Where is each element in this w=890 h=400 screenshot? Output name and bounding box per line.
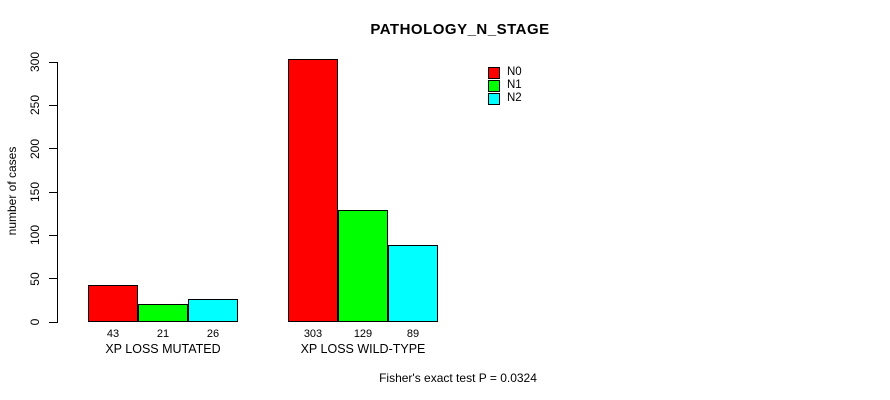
bar-n2-group1 <box>188 299 238 322</box>
y-tick <box>49 61 57 63</box>
legend-swatch-n0 <box>488 66 500 79</box>
legend: N0 N1 N2 <box>488 66 522 105</box>
bar-n0-group2 <box>288 59 338 322</box>
stats-caption: Fisher's exact test P = 0.0324 <box>379 371 537 385</box>
bar-value-label-n1-group2: 129 <box>353 328 373 340</box>
y-tick <box>49 234 57 236</box>
bar-value-label-n2-group2: 89 <box>406 328 420 340</box>
x-category-label: XP LOSS WILD-TYPE <box>300 342 426 356</box>
y-tick-label: 300 <box>28 51 42 73</box>
legend-item-n1: N1 <box>488 79 522 92</box>
legend-item-n0: N0 <box>488 66 522 79</box>
bar-value-label-n0-group2: 303 <box>303 328 323 340</box>
legend-swatch-n1 <box>488 79 500 92</box>
bar-value-label-n0-group1: 43 <box>106 328 120 340</box>
y-tick-label: 50 <box>28 271 42 286</box>
y-tick-label: 150 <box>28 181 42 203</box>
x-category-label: XP LOSS MUTATED <box>105 342 221 356</box>
bar-value-label-n2-group1: 26 <box>206 328 220 340</box>
y-tick <box>49 104 57 106</box>
y-tick <box>49 148 57 150</box>
y-tick-label: 100 <box>28 225 42 246</box>
chart-title: PATHOLOGY_N_STAGE <box>370 21 550 38</box>
y-tick-label: 200 <box>28 138 42 159</box>
y-tick <box>49 191 57 193</box>
bar-n0-group1 <box>88 284 138 322</box>
y-tick-label: 0 <box>28 318 42 326</box>
bar-n1-group1 <box>138 303 188 322</box>
y-tick <box>49 321 57 323</box>
legend-item-n2: N2 <box>488 92 522 105</box>
y-axis <box>57 62 58 323</box>
y-tick <box>49 278 57 280</box>
legend-label-n1: N1 <box>507 79 522 91</box>
y-tick-label: 250 <box>28 95 42 116</box>
bar-value-label-n1-group1: 21 <box>156 328 170 340</box>
legend-label-n2: N2 <box>507 92 522 104</box>
legend-swatch-n2 <box>488 92 500 105</box>
bar-n2-group2 <box>388 244 438 322</box>
bar-n1-group2 <box>338 210 388 322</box>
legend-label-n0: N0 <box>507 66 522 78</box>
